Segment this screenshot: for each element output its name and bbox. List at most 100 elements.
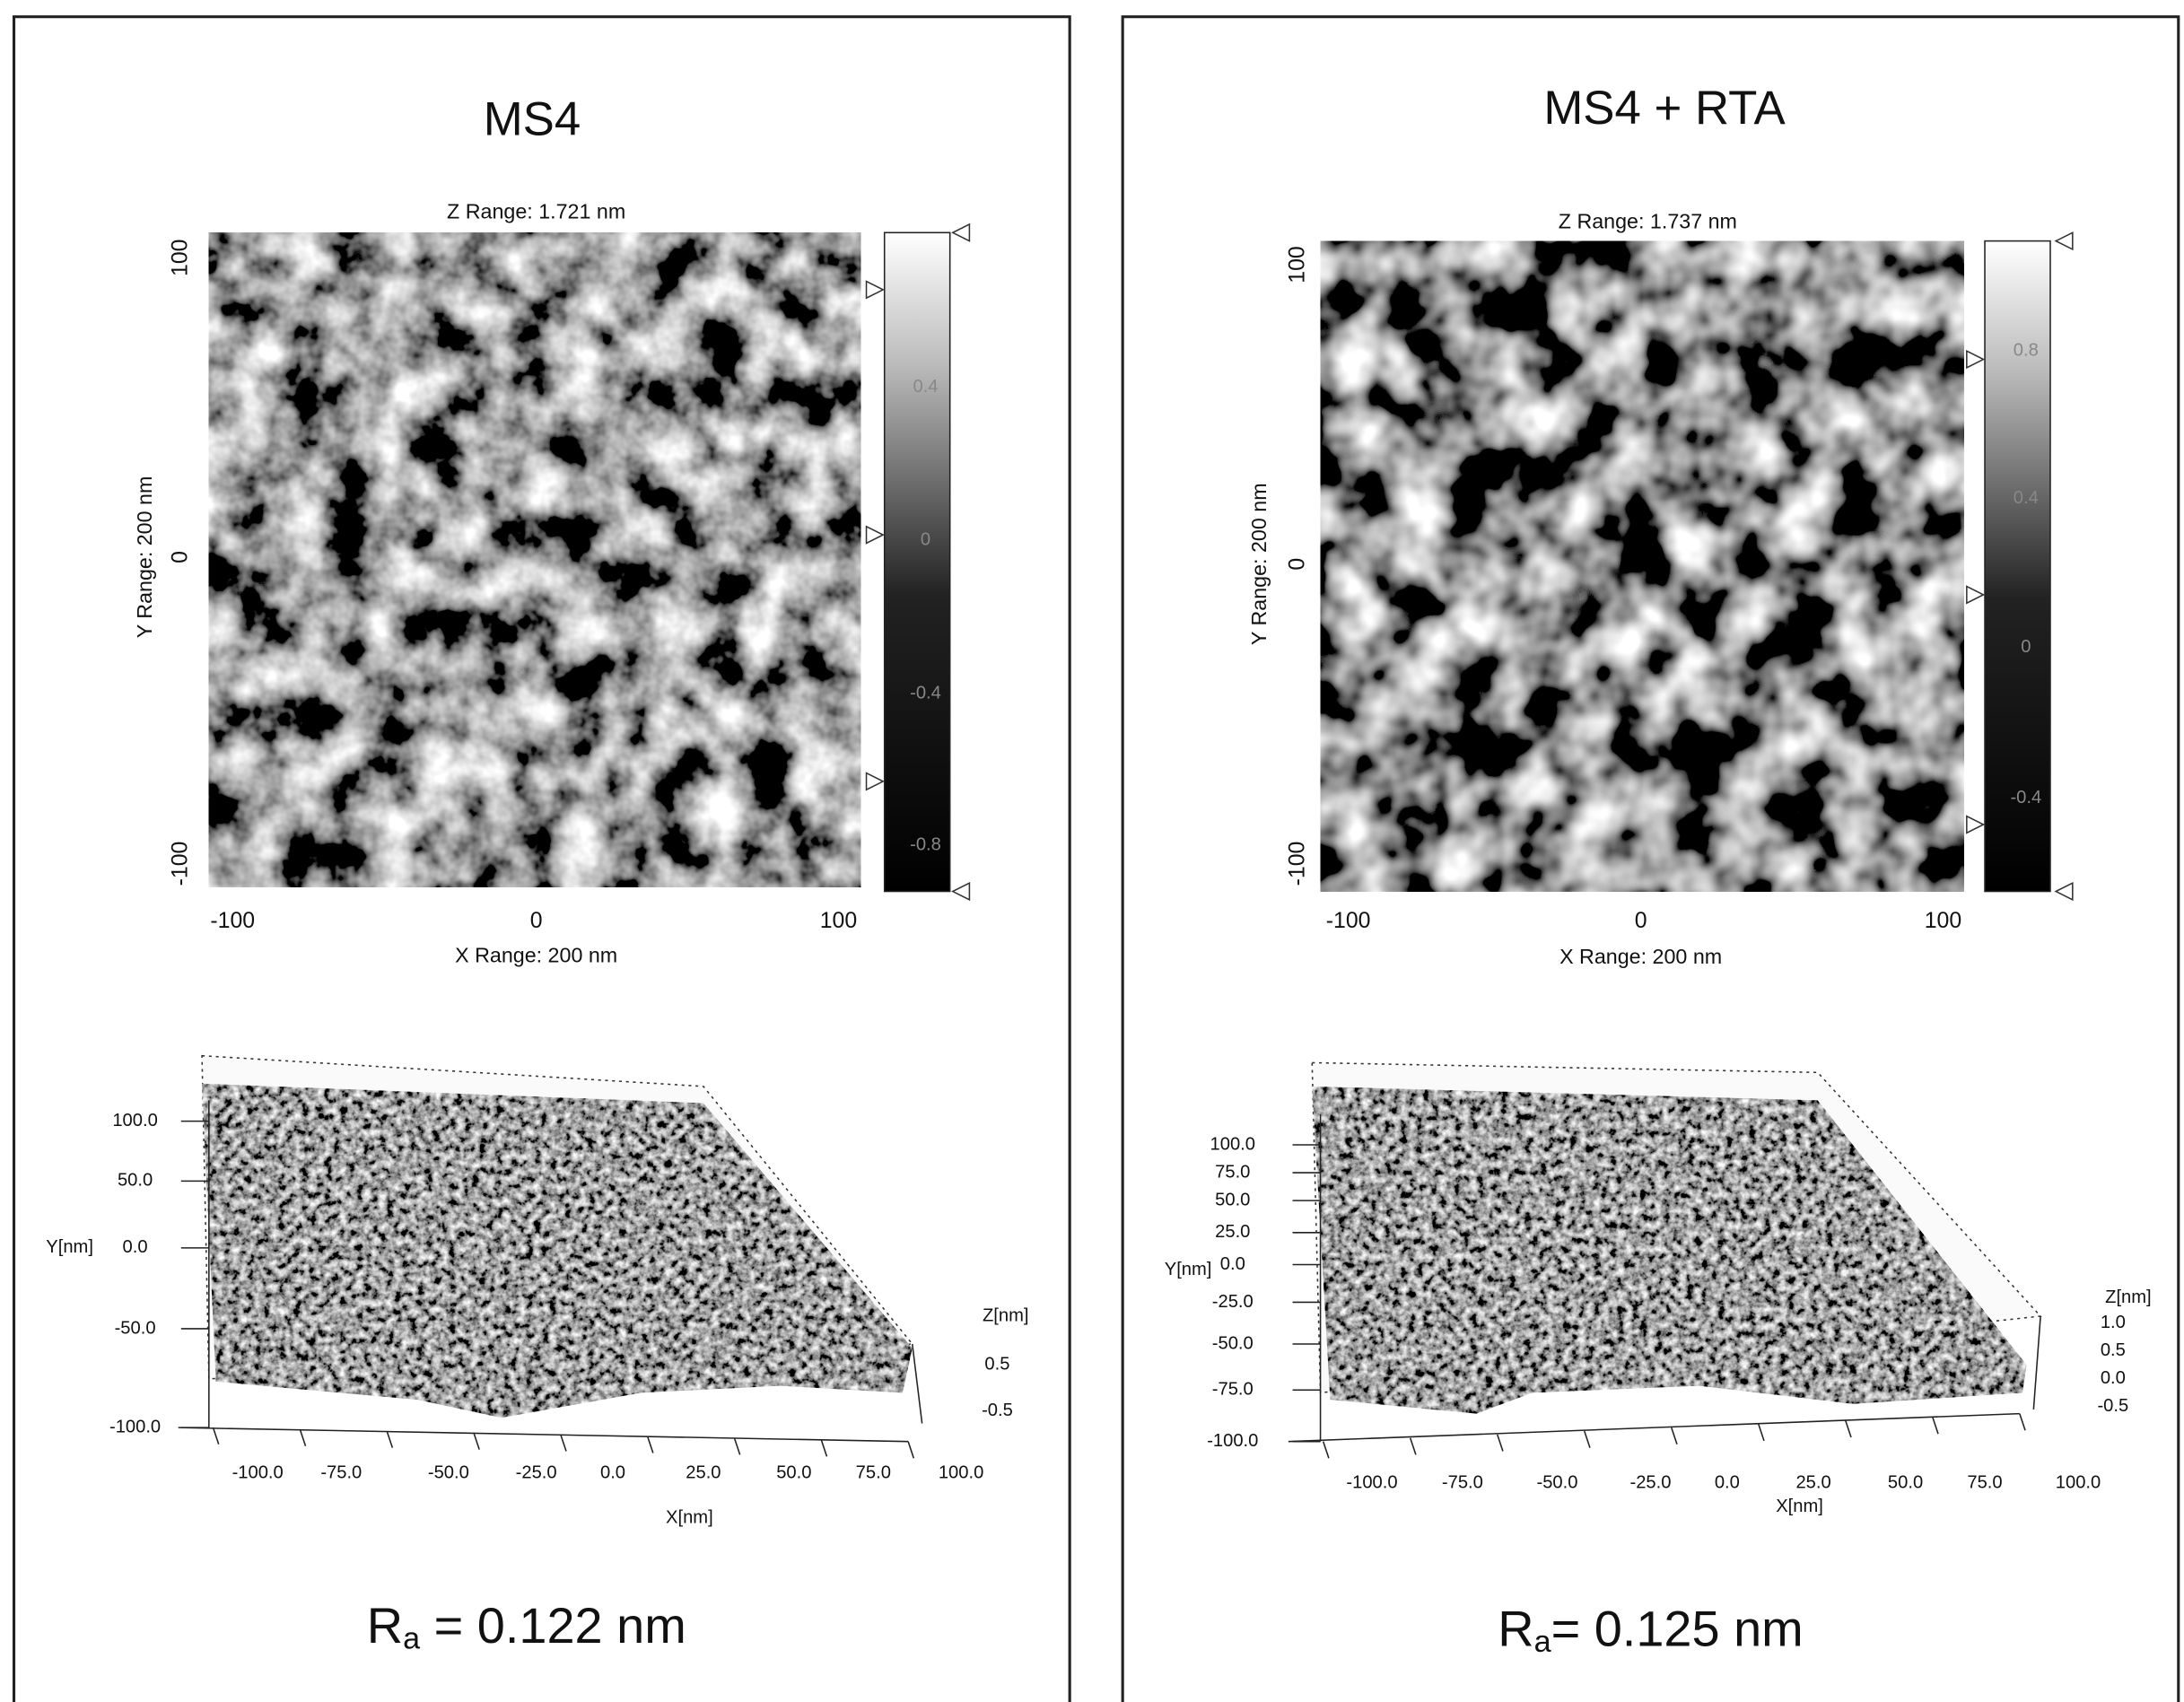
- colorbar-tick-label: 0: [921, 530, 930, 550]
- x-tick: [212, 1427, 220, 1445]
- x-tick: [386, 1430, 394, 1448]
- y-axis-label: Y[nm]: [1165, 1260, 1212, 1279]
- roughness-value: Ra = 0.122 nm: [367, 1597, 686, 1656]
- y-axis-label: Y[nm]: [46, 1237, 93, 1257]
- slider-marker: [2054, 881, 2074, 902]
- panel-title: MS4: [484, 93, 581, 146]
- x-tick-label: 75.0: [856, 1463, 891, 1483]
- z-range-label: Z Range: 1.721 nm: [447, 200, 625, 223]
- x-tick-label: 0.0: [1715, 1473, 1740, 1493]
- x-tick-label: -50.0: [428, 1463, 469, 1483]
- colorbar-tick-label: -0.8: [910, 835, 941, 855]
- y-tick-label: 75.0: [1215, 1162, 1250, 1182]
- z-axis-label: Z[nm]: [983, 1305, 1029, 1325]
- x-tick: [1758, 1424, 1765, 1442]
- slider-marker: [1966, 349, 1986, 370]
- y-tick-label: -100: [1285, 842, 1309, 886]
- panel-title: MS4 + RTA: [1543, 82, 1786, 135]
- x-tick-label: 0.0: [600, 1463, 625, 1483]
- x-tick-label: 50.0: [776, 1463, 811, 1483]
- y-tick-label: -100.0: [1207, 1431, 1258, 1451]
- slider-marker: [865, 280, 885, 300]
- roughness-value: Ra= 0.125 nm: [1498, 1600, 1803, 1659]
- x-tick-label: -100.0: [1346, 1473, 1397, 1493]
- z-tick-label: -0.5: [982, 1401, 1013, 1420]
- y-tick-label: 50.0: [1215, 1190, 1250, 1209]
- ra-subscript: a: [1534, 1625, 1551, 1659]
- colorbar-tick-label: 0.8: [2014, 341, 2039, 361]
- x-tick-label: -75.0: [320, 1463, 362, 1483]
- x-tick-label: 0: [1635, 909, 1647, 933]
- x-axis-label: X Range: 200 nm: [455, 944, 617, 967]
- y-tick-label: 25.0: [1215, 1222, 1250, 1242]
- colorbar: [883, 231, 951, 893]
- ra-symbol: R: [367, 1597, 403, 1654]
- colorbar: [1984, 240, 2051, 893]
- x-axis-label: X Range: 200 nm: [1559, 945, 1722, 968]
- x-tick: [1584, 1430, 1591, 1448]
- x-tick: [473, 1432, 480, 1450]
- x-tick: [299, 1428, 307, 1446]
- y-tick-label: -50.0: [115, 1318, 156, 1338]
- x-tick-label: 0: [530, 909, 543, 933]
- x-tick-label: 25.0: [1795, 1473, 1830, 1493]
- x-tick: [1496, 1434, 1504, 1452]
- z-range-label: Z Range: 1.737 nm: [1559, 210, 1737, 233]
- y-tick-label: 100.0: [112, 1111, 157, 1130]
- slider-marker: [1966, 815, 1986, 834]
- z-tick-label: -0.5: [2097, 1396, 2128, 1416]
- x-axis-label: X[nm]: [666, 1507, 713, 1527]
- y-tick-label: 50.0: [118, 1171, 153, 1191]
- x-tick-label: 75.0: [1967, 1473, 2002, 1493]
- x-tick: [733, 1437, 741, 1455]
- x-tick-label: -25.0: [516, 1463, 557, 1483]
- surface-3d: [1312, 1086, 2027, 1414]
- x-tick-label: 100: [820, 909, 857, 933]
- y-tick-label: -75.0: [1212, 1380, 1254, 1400]
- ra-value: = 0.122 nm: [420, 1597, 686, 1654]
- x-tick-label: -100: [210, 909, 255, 933]
- y-tick-label: 100: [168, 240, 192, 276]
- y-tick-label: -100: [168, 842, 192, 886]
- y-axis-label: Y Range: 200 nm: [1247, 483, 1271, 645]
- panel-frame: [1121, 15, 2180, 1702]
- x-tick-label: -25.0: [1629, 1473, 1671, 1493]
- colorbar-tick-label: -0.4: [2010, 788, 2041, 807]
- y-tick-label: 100.0: [1210, 1134, 1255, 1154]
- z-tick-label: 1.0: [2101, 1313, 2126, 1332]
- y-tick-label: 0: [1285, 558, 1309, 571]
- x-tick-label: 100: [1925, 909, 1961, 933]
- z-axis-label: Z[nm]: [2105, 1287, 2152, 1307]
- x-tick: [907, 1441, 915, 1459]
- z-tick-label: 0.5: [2101, 1340, 2126, 1360]
- z-axis: [2032, 1315, 2041, 1410]
- x-axis: [1288, 1412, 2020, 1443]
- ra-subscript: a: [403, 1622, 420, 1656]
- y-axis-label: Y Range: 200 nm: [133, 476, 156, 639]
- x-tick: [1322, 1441, 1330, 1459]
- x-axis-label: X[nm]: [1776, 1497, 1823, 1516]
- z-tick-label: 0.0: [2101, 1368, 2126, 1388]
- z-axis: [911, 1343, 923, 1424]
- x-tick-label: -100: [1326, 909, 1371, 933]
- x-tick: [1845, 1420, 1852, 1438]
- x-tick: [1932, 1417, 1939, 1435]
- y-tick-label: -50.0: [1212, 1333, 1254, 1353]
- afm-height-image: [1320, 240, 1964, 892]
- panel-frame: [12, 15, 1071, 1702]
- colorbar-tick-label: -0.4: [910, 683, 941, 703]
- x-tick: [560, 1434, 567, 1452]
- x-tick-label: -100.0: [232, 1463, 284, 1483]
- slider-marker: [2054, 231, 2074, 251]
- z-tick-label: 0.5: [984, 1355, 1009, 1375]
- x-tick-label: 100.0: [2056, 1473, 2101, 1493]
- x-tick-label: 100.0: [939, 1463, 983, 1483]
- x-tick: [1671, 1427, 1678, 1445]
- slider-marker: [951, 223, 971, 242]
- x-tick-label: -50.0: [1536, 1473, 1577, 1493]
- colorbar-tick-label: 0.4: [913, 377, 938, 397]
- x-tick: [646, 1436, 654, 1453]
- surface-3d: [202, 1083, 913, 1418]
- slider-marker: [865, 772, 885, 791]
- slider-marker: [865, 525, 885, 545]
